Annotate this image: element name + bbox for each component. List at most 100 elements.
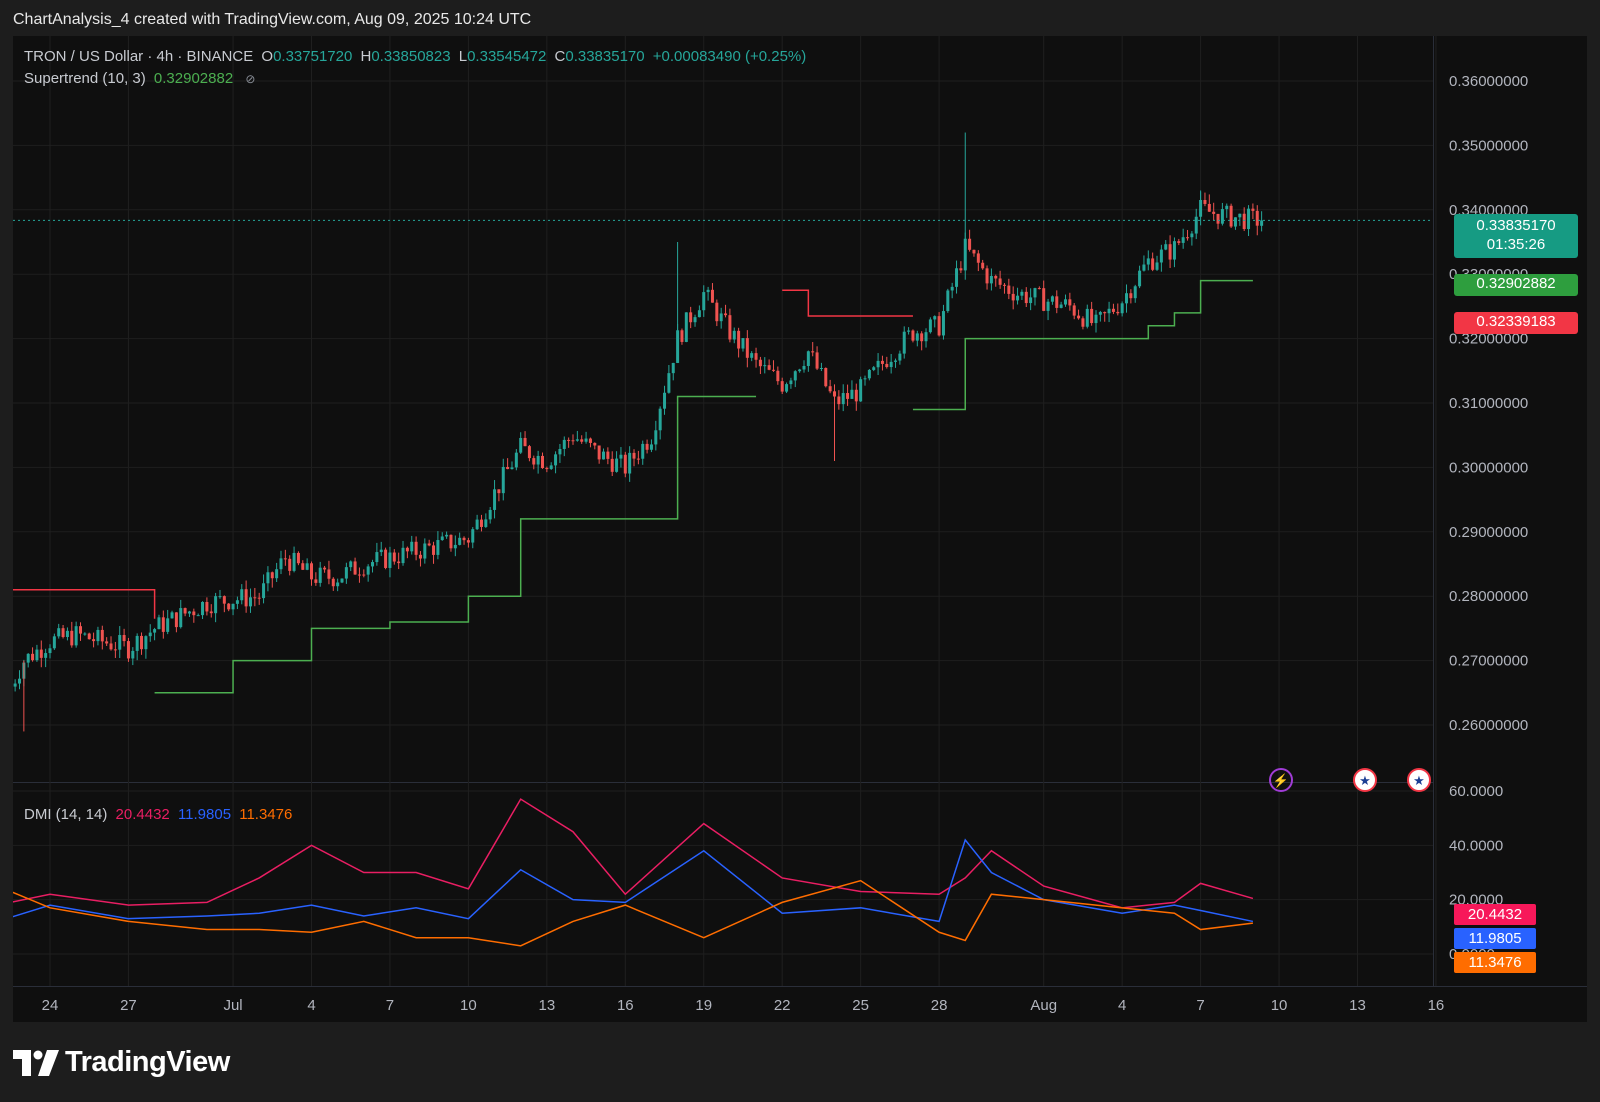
candle xyxy=(850,389,854,399)
candle xyxy=(824,368,828,387)
candle xyxy=(658,408,662,431)
candle xyxy=(140,635,144,650)
candle xyxy=(205,601,209,612)
candle xyxy=(74,626,78,646)
chart-canvas[interactable]: 0.360000000.350000000.340000000.33000000… xyxy=(13,36,1587,1022)
adx-tag: 20.4432 xyxy=(1454,904,1536,925)
candle xyxy=(1068,299,1072,306)
candle xyxy=(776,370,780,382)
candle xyxy=(235,600,239,604)
candle xyxy=(96,629,100,642)
candle xyxy=(445,534,449,537)
candle xyxy=(414,541,418,555)
candle xyxy=(179,608,183,628)
symbol-legend[interactable]: TRON / US Dollar · 4h · BINANCE O0.33751… xyxy=(24,48,810,65)
candle xyxy=(17,678,21,684)
chart-panel[interactable]: 0.360000000.350000000.340000000.33000000… xyxy=(13,36,1587,1022)
supertrend-label[interactable]: Supertrend (10, 3) xyxy=(24,70,146,87)
candle xyxy=(113,649,117,651)
candle xyxy=(1229,205,1233,227)
candle xyxy=(427,543,431,546)
candle xyxy=(1138,270,1142,287)
candle xyxy=(1098,312,1102,315)
candle xyxy=(174,612,178,628)
bolt-icon[interactable]: ⚡ xyxy=(1269,768,1293,792)
candle xyxy=(1151,258,1155,270)
candle xyxy=(410,541,414,552)
candle xyxy=(336,582,340,587)
candle xyxy=(514,452,518,468)
candle xyxy=(1125,293,1129,304)
candle xyxy=(1238,213,1242,218)
supertrend-legend[interactable]: Supertrend (10, 3) 0.32902882 ⊘ xyxy=(24,70,259,87)
candle xyxy=(471,529,475,543)
candle xyxy=(510,467,514,470)
candle xyxy=(375,552,379,563)
symbol-name[interactable]: TRON / US Dollar · 4h · BINANCE xyxy=(24,48,254,65)
current-price-value: 0.33835170 xyxy=(1476,217,1556,234)
us-flag-icon[interactable]: ★ xyxy=(1407,768,1431,792)
candle xyxy=(1164,244,1168,250)
candle xyxy=(1190,233,1194,238)
candle xyxy=(466,540,470,543)
candle xyxy=(218,596,222,598)
candle xyxy=(1033,288,1037,298)
candle xyxy=(1146,258,1150,265)
time-axis-label: 22 xyxy=(774,997,791,1014)
candle xyxy=(610,458,614,472)
price-axis-separator xyxy=(1433,36,1434,986)
dmi-label[interactable]: DMI (14, 14) xyxy=(24,806,108,823)
time-axis-label: 10 xyxy=(1271,997,1288,1014)
chart-header: ChartAnalysis_4 created with TradingView… xyxy=(13,11,532,28)
candle xyxy=(1177,241,1181,243)
candle xyxy=(602,451,606,460)
candle xyxy=(663,392,667,409)
candle xyxy=(87,633,91,640)
candle xyxy=(418,554,422,559)
candle xyxy=(763,365,767,367)
candles-group xyxy=(13,132,1264,732)
candle xyxy=(244,589,248,607)
candle xyxy=(737,330,741,349)
candle xyxy=(710,289,714,303)
supertrend-up-line xyxy=(154,395,757,694)
candle xyxy=(1120,303,1124,314)
candle xyxy=(536,455,540,465)
hidden-eye-icon[interactable]: ⊘ xyxy=(245,72,256,86)
candle xyxy=(488,509,492,520)
price-axis-label: 0.31000000 xyxy=(1449,395,1528,412)
candle xyxy=(628,452,632,474)
time-axis-label: 10 xyxy=(460,997,477,1014)
candle xyxy=(806,351,810,366)
candle xyxy=(963,238,967,271)
candle xyxy=(636,458,640,460)
candle xyxy=(946,290,950,312)
candle xyxy=(645,443,649,450)
candle xyxy=(632,452,636,459)
candle xyxy=(135,635,139,651)
current-price-tag: 0.33835170 01:35:26 xyxy=(1454,214,1578,258)
candle xyxy=(819,368,823,370)
candle xyxy=(1181,237,1185,243)
tradingview-logo[interactable]: TradingView xyxy=(13,1046,230,1079)
candle xyxy=(357,574,361,576)
us-flag-icon[interactable]: ★ xyxy=(1353,768,1377,792)
candle xyxy=(554,454,558,466)
candle xyxy=(262,583,266,599)
candle xyxy=(253,597,257,599)
candle xyxy=(588,438,592,443)
candle xyxy=(1029,297,1033,304)
price-axis-label: 0.26000000 xyxy=(1449,717,1528,734)
candle xyxy=(898,353,902,361)
dmi-legend[interactable]: DMI (14, 14) 20.4432 11.9805 11.3476 xyxy=(24,806,296,823)
candle xyxy=(183,608,187,614)
low-label: L xyxy=(458,48,468,65)
candle xyxy=(392,552,396,562)
candle xyxy=(907,330,911,332)
dmi-axis-label: 60.0000 xyxy=(1449,783,1503,800)
candle xyxy=(1116,311,1120,314)
candle xyxy=(828,386,832,392)
close-label: C xyxy=(554,48,566,65)
candle xyxy=(981,262,985,269)
time-axis-label: 27 xyxy=(120,997,137,1014)
